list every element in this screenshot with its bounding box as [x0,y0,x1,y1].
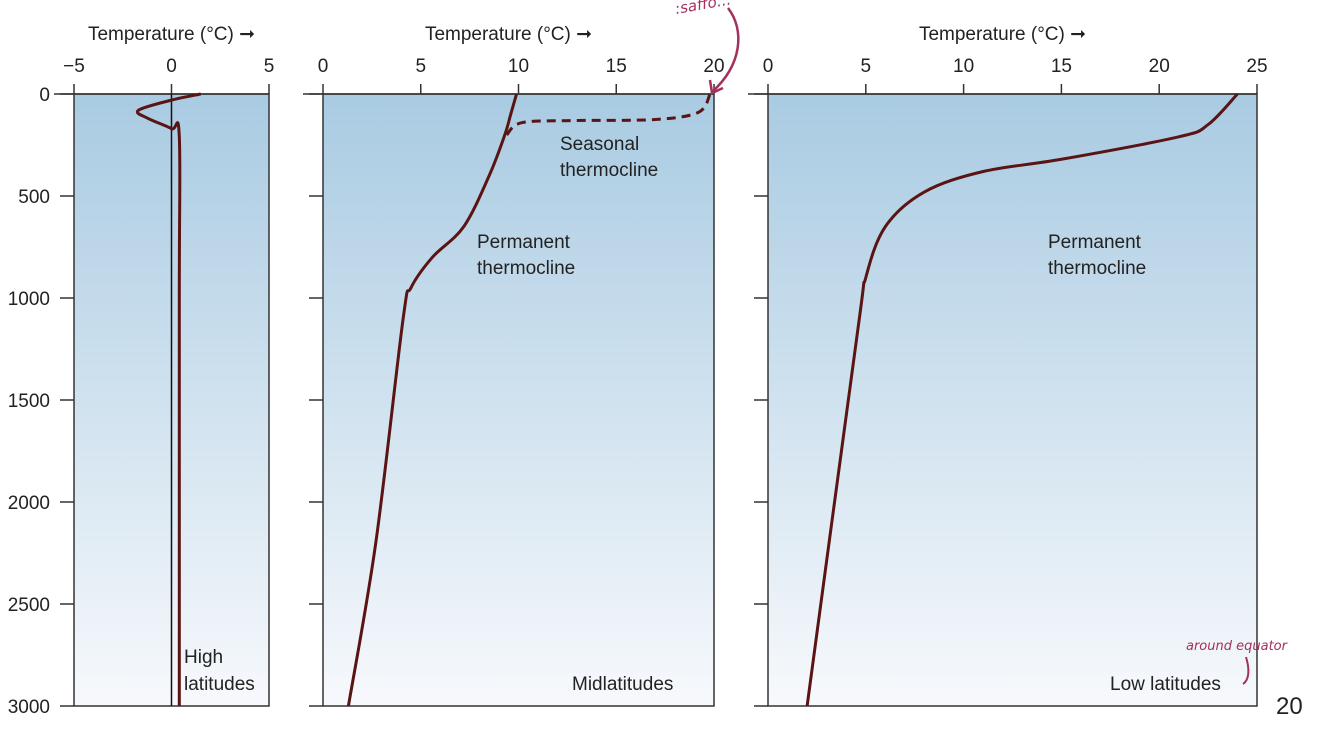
page-number: 20 [1276,693,1303,720]
handwritten-annotation-top: :saffo... [674,0,740,95]
panel-3: 0 5 10 15 20 25 Temperature (°C) ➞ Low latitude… [748,24,1268,707]
panel-2: 0 5 10 15 20 Temperature (°C) ➞ Midlatitudes Se… [303,24,725,707]
plot-area [767,93,1258,707]
y-tick-label: 1500 [8,391,50,412]
y-tick-label: 0 [39,85,50,106]
x-tick-label: 0 [763,56,774,77]
temperature-profile-dashed [505,93,712,136]
panel-label: Low latitudes [1110,674,1221,695]
thermocline-label: thermocline [560,160,658,181]
x-tick-label: 15 [606,56,627,77]
panel-1: −5 0 5 Temperature (°C) ➞ 0 500 1000 1500 2000 25… [8,24,275,718]
x-tick-label: 20 [1149,56,1170,77]
x-tick-label: 15 [1051,56,1072,77]
temperature-profile-solid [346,93,518,707]
x-axis-label: Temperature (°C) ➞ [425,24,592,45]
x-axis-label: Temperature (°C) ➞ [919,24,1086,45]
svg-text::saffo...: :saffo... [674,0,733,18]
panel-label: latitudes [184,674,255,695]
x-tick-label: 5 [415,56,426,77]
x-tick-label: 0 [318,56,329,77]
thermocline-label: Permanent [1048,232,1142,253]
x-axis-label: Temperature (°C) ➞ [88,24,255,45]
temperature-profile-solid [805,92,1239,707]
panel-label: High [184,647,223,668]
y-tick-label: 500 [18,187,50,208]
thermocline-label: Seasonal [560,134,639,155]
svg-text:around equator: around equator [1186,639,1289,654]
temperature-profile-solid [135,92,202,706]
x-tick-label: 5 [861,56,872,77]
y-tick-label: 1000 [8,289,50,310]
x-tick-label: 5 [264,56,275,77]
x-tick-label: 25 [1246,56,1267,77]
x-tick-label: 0 [166,56,177,77]
x-tick-label: −5 [63,56,85,77]
x-tick-label: 20 [703,56,724,77]
x-tick-label: 10 [508,56,529,77]
y-tick-label: 2500 [8,595,50,616]
y-tick-label: 3000 [8,697,50,718]
thermocline-label: Permanent [477,232,571,253]
thermocline-label: thermocline [1048,258,1146,279]
y-tick-label: 2000 [8,493,50,514]
plot-area [322,93,715,707]
x-tick-label: 10 [953,56,974,77]
handwritten-annotation-bottom: around equator [1186,639,1289,685]
panel-label: Midlatitudes [572,674,673,695]
thermocline-label: thermocline [477,258,575,279]
